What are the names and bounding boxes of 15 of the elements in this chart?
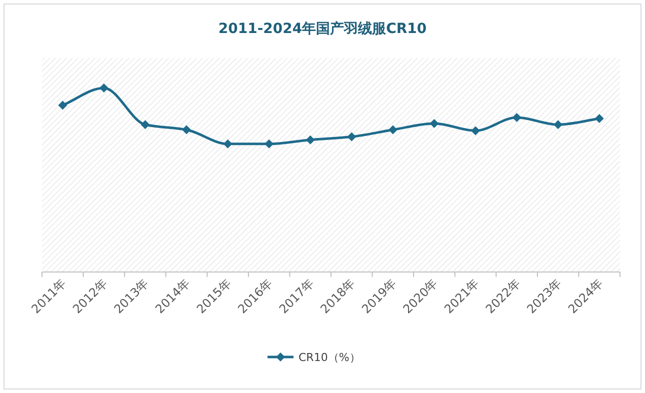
point: [594, 114, 604, 124]
legend-label: CR10（%）: [298, 351, 360, 364]
point: [471, 126, 480, 136]
point: [512, 112, 522, 122]
point: [388, 125, 398, 134]
legend: CR10（%）: [268, 351, 360, 364]
point: [430, 119, 439, 128]
point: [99, 84, 108, 92]
point: [182, 125, 191, 134]
point: [58, 100, 68, 110]
point: [306, 135, 315, 144]
point: [140, 120, 150, 130]
point: [347, 132, 356, 142]
point: [554, 120, 563, 130]
chart-title: 2011-2024年国产羽绒服CR10: [218, 20, 427, 37]
